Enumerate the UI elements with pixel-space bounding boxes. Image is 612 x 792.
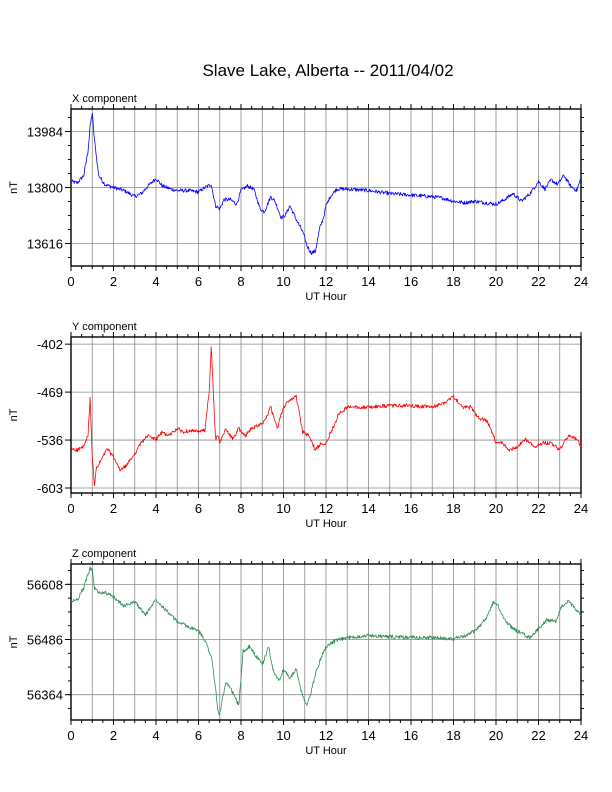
y-axis-label: nT bbox=[8, 635, 20, 648]
x-tick-label: 6 bbox=[195, 274, 202, 289]
x-tick-label: 0 bbox=[67, 274, 74, 289]
x-tick-label: 20 bbox=[489, 728, 503, 743]
x-tick-label: 16 bbox=[404, 728, 418, 743]
x-tick-label: 6 bbox=[195, 728, 202, 743]
y-tick-label: 13800 bbox=[27, 181, 63, 196]
x-tick-label: 20 bbox=[489, 274, 503, 289]
x-tick-label: 10 bbox=[276, 274, 290, 289]
x-tick-label: 18 bbox=[446, 274, 460, 289]
chart-title: Z component bbox=[72, 548, 136, 560]
y-tick-label: -603 bbox=[37, 481, 63, 496]
y-tick-label: 56486 bbox=[27, 633, 63, 648]
x-axis-label: UT Hour bbox=[305, 291, 347, 303]
x-tick-label: 14 bbox=[361, 728, 375, 743]
x-tick-label: 2 bbox=[110, 501, 117, 516]
x-tick-label: 8 bbox=[237, 274, 244, 289]
x-tick-label: 16 bbox=[404, 501, 418, 516]
x-tick-label: 14 bbox=[361, 274, 375, 289]
x-tick-label: 12 bbox=[319, 728, 333, 743]
x-tick-label: 4 bbox=[152, 274, 159, 289]
x-tick-label: 14 bbox=[361, 501, 375, 516]
x-tick-label: 0 bbox=[67, 501, 74, 516]
y-tick-label: -469 bbox=[37, 385, 63, 400]
x-tick-label: 16 bbox=[404, 274, 418, 289]
x-tick-label: 18 bbox=[446, 501, 460, 516]
y-tick-label: 13984 bbox=[27, 125, 63, 140]
x-tick-label: 12 bbox=[319, 274, 333, 289]
x-tick-label: 20 bbox=[489, 501, 503, 516]
series-line bbox=[70, 566, 582, 716]
y-tick-label: 56608 bbox=[27, 577, 63, 592]
series-line bbox=[70, 112, 582, 256]
x-tick-label: 10 bbox=[276, 501, 290, 516]
x-tick-label: 22 bbox=[531, 728, 545, 743]
x-tick-label: 4 bbox=[152, 728, 159, 743]
x-tick-label: 24 bbox=[574, 728, 588, 743]
x-tick-label: 4 bbox=[152, 501, 159, 516]
x-tick-label: 8 bbox=[237, 728, 244, 743]
x-tick-label: 24 bbox=[574, 274, 588, 289]
chart-title: Y component bbox=[72, 321, 137, 333]
x-tick-label: 6 bbox=[195, 501, 202, 516]
x-axis-label: UT Hour bbox=[305, 745, 347, 757]
x-tick-label: 2 bbox=[110, 274, 117, 289]
x-tick-label: 24 bbox=[574, 501, 588, 516]
x-tick-label: 2 bbox=[110, 728, 117, 743]
y-tick-label: -536 bbox=[37, 433, 63, 448]
y-axis-label: nT bbox=[8, 181, 20, 194]
x-tick-label: 18 bbox=[446, 728, 460, 743]
x-tick-label: 22 bbox=[531, 274, 545, 289]
series-line bbox=[70, 346, 582, 487]
x-tick-label: 12 bbox=[319, 501, 333, 516]
chart-title: X component bbox=[72, 93, 137, 105]
x-tick-label: 8 bbox=[237, 501, 244, 516]
y-axis-label: nT bbox=[8, 408, 20, 421]
figure-title: Slave Lake, Alberta -- 2011/04/02 bbox=[202, 61, 453, 80]
y-tick-label: 13616 bbox=[27, 236, 63, 251]
x-tick-label: 10 bbox=[276, 728, 290, 743]
x-axis-label: UT Hour bbox=[305, 518, 347, 530]
y-tick-label: 56364 bbox=[27, 688, 63, 703]
x-tick-label: 22 bbox=[531, 501, 545, 516]
y-tick-label: -402 bbox=[37, 337, 63, 352]
x-tick-label: 0 bbox=[67, 728, 74, 743]
